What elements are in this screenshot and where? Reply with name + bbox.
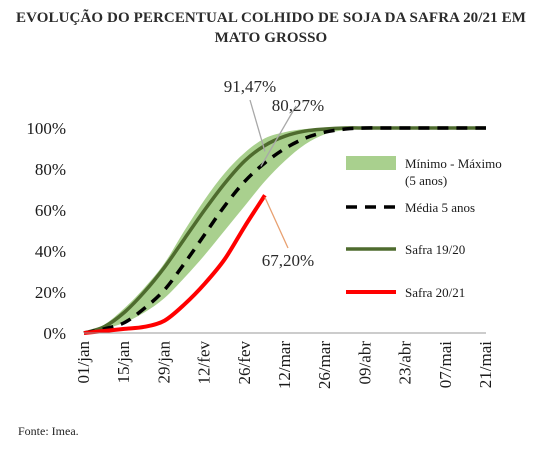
y-tick-label: 60% xyxy=(35,201,66,220)
legend-label-safra-19-20: Safra 19/20 xyxy=(405,242,465,257)
legend: Mínimo - Máximo (5 anos) Média 5 anos Safra… xyxy=(346,156,502,300)
legend-label-safra-20-21: Safra 20/21 xyxy=(405,285,465,300)
x-tick-label: 29/jan xyxy=(154,341,173,384)
x-tick-label: 07/mai xyxy=(436,341,455,388)
chart-title-line-1: EVOLUÇÃO DO PERCENTUAL COLHIDO DE SOJA D… xyxy=(16,10,526,26)
legend-label-band-2: (5 anos) xyxy=(405,173,447,188)
x-tick-label: 26/fev xyxy=(235,341,254,385)
legend-label-band: Mínimo - Máximo xyxy=(405,156,502,171)
legend-swatch-band xyxy=(346,156,396,170)
x-tick-label: 26/mar xyxy=(315,341,334,389)
annotation-leader xyxy=(260,105,297,167)
annotation-leader xyxy=(249,99,266,152)
annotation-leader xyxy=(264,196,289,249)
source-note: Fonte: Imea. xyxy=(18,424,79,438)
legend-label-m-dia-5-anos: Média 5 anos xyxy=(405,200,475,215)
annotation-label: 80,27% xyxy=(272,96,324,115)
x-tick-label: 21/mai xyxy=(476,341,495,388)
series-line-m-dia-5-anos xyxy=(83,126,486,335)
x-tick-label: 01/jan xyxy=(74,341,93,384)
y-tick-label: 80% xyxy=(35,160,66,179)
annotation-label: 91,47% xyxy=(224,77,276,96)
y-tick-label: 100% xyxy=(26,119,66,138)
x-tick-label: 09/abr xyxy=(355,341,374,385)
x-tick-label: 15/jan xyxy=(114,341,133,384)
plot-area xyxy=(83,126,486,335)
x-tick-label: 12/fev xyxy=(195,341,214,385)
y-tick-label: 20% xyxy=(35,283,66,302)
annotation-label: 67,20% xyxy=(262,251,314,270)
y-tick-label: 40% xyxy=(35,242,66,261)
x-tick-label: 23/abr xyxy=(396,341,415,385)
chart-title-line-2: MATO GROSSO xyxy=(214,30,328,46)
x-tick-label: 12/mar xyxy=(275,341,294,389)
annotations: 91,47%80,27% 67,20% xyxy=(224,77,324,270)
series-line-safra-20-21 xyxy=(83,194,267,335)
chart-title: EVOLUÇÃO DO PERCENTUAL COLHIDO DE SOJA D… xyxy=(0,8,542,48)
axes: 0% 20% 40% 60% 80% 100% 01/jan 15/jan 29/jan 12/f… xyxy=(26,119,495,389)
y-tick-label: 0% xyxy=(43,324,66,343)
